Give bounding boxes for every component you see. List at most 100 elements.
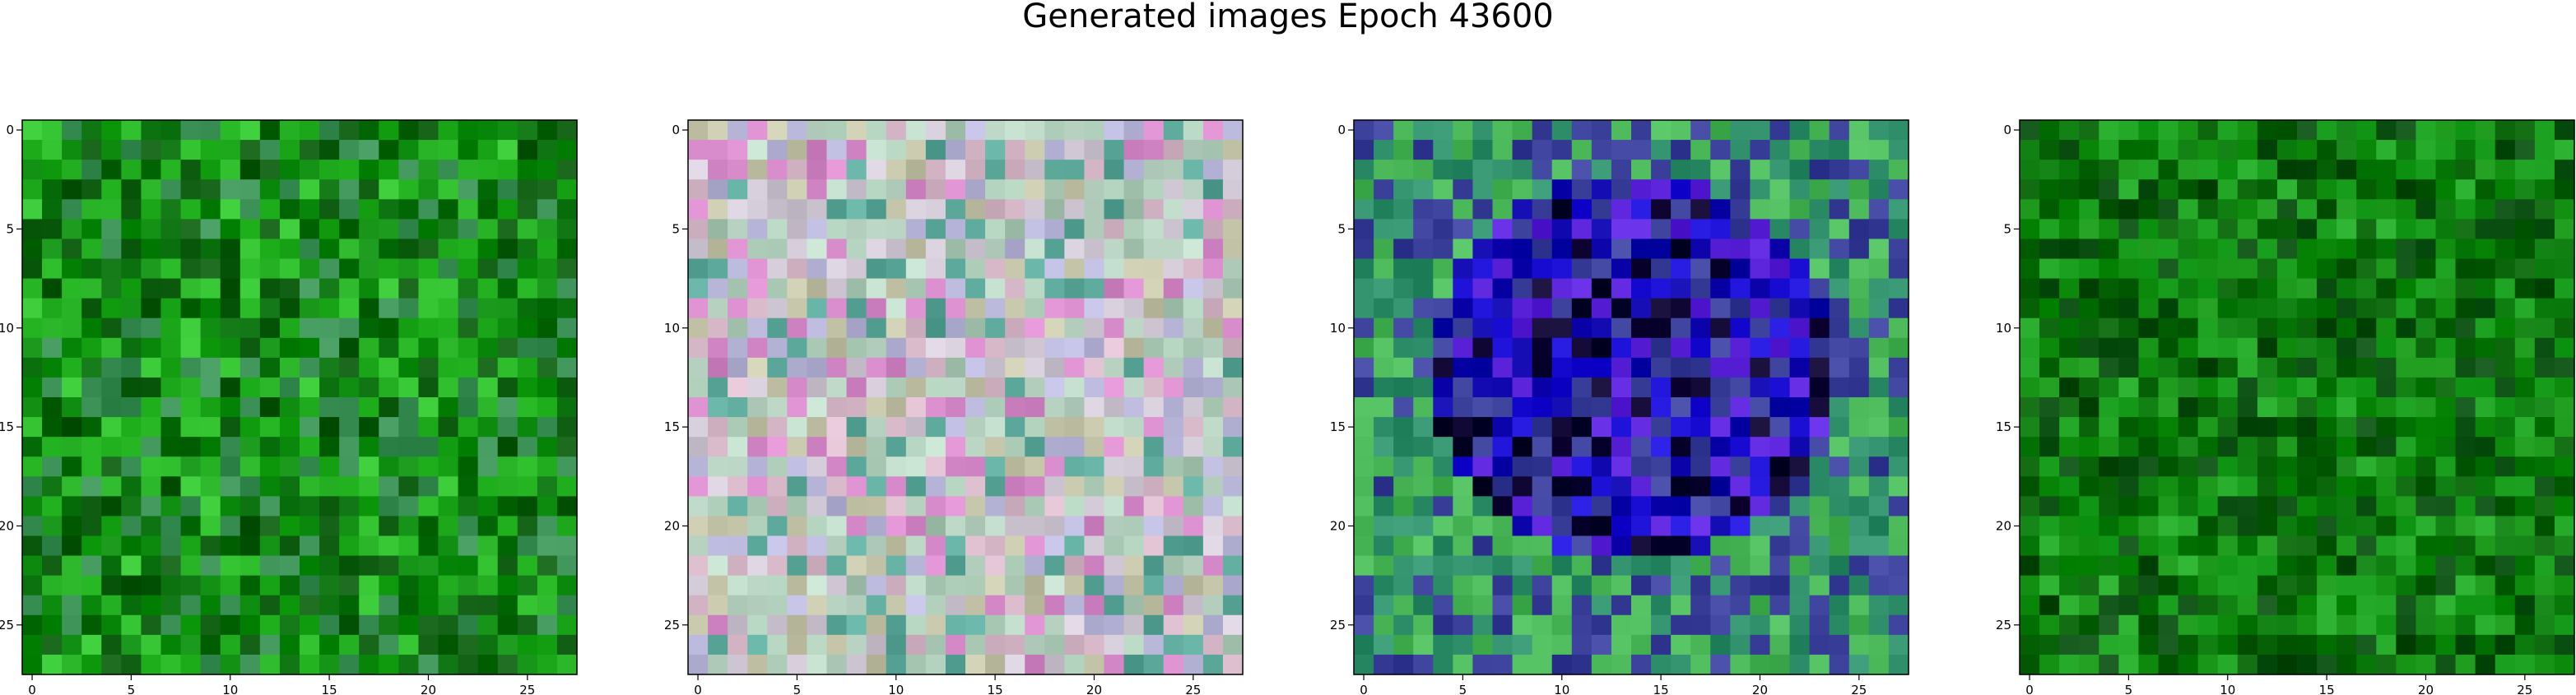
pixel	[1123, 317, 1145, 339]
pixel	[925, 516, 946, 537]
pixel	[2337, 377, 2357, 398]
pixel	[728, 219, 748, 240]
pixel	[62, 357, 82, 378]
pixel	[2079, 456, 2099, 477]
pixel	[688, 239, 709, 260]
pixel	[22, 575, 43, 596]
pixel	[2396, 634, 2417, 656]
pixel	[2237, 278, 2258, 299]
pixel	[2356, 140, 2377, 160]
pixel	[2039, 258, 2060, 280]
pixel	[458, 219, 479, 240]
pixel	[1163, 654, 1184, 675]
pixel	[1064, 219, 1086, 240]
pixel	[418, 219, 439, 240]
pixel	[1888, 614, 1909, 636]
pixel	[1202, 258, 1224, 280]
pixel	[985, 337, 1006, 359]
pixel	[1025, 239, 1045, 260]
pixel	[1611, 654, 1632, 675]
pixel	[2534, 239, 2555, 260]
pixel	[2356, 160, 2377, 180]
pixel	[1084, 258, 1105, 280]
pixel	[200, 377, 221, 398]
pixel	[22, 437, 43, 457]
pixel	[1631, 337, 1652, 359]
pixel	[141, 219, 162, 240]
pixel	[767, 160, 788, 180]
pixel	[2178, 614, 2199, 636]
pixel	[2138, 575, 2160, 596]
pixel	[2276, 555, 2298, 577]
pixel	[787, 437, 808, 457]
pixel	[259, 516, 281, 537]
pixel	[300, 337, 320, 359]
pixel	[517, 654, 538, 675]
pixel	[747, 595, 768, 616]
y-tick-label: 25	[1996, 618, 2011, 632]
pixel	[1354, 535, 1374, 557]
pixel	[945, 516, 966, 537]
pixel	[1163, 634, 1184, 656]
pixel	[220, 634, 241, 656]
pixel	[1183, 654, 1204, 675]
pixel	[2297, 278, 2318, 299]
pixel	[1104, 516, 1125, 537]
pixel	[2197, 357, 2219, 378]
pixel	[1730, 595, 1751, 616]
pixel	[985, 397, 1006, 418]
pixel	[2237, 634, 2258, 656]
pixel	[2475, 437, 2496, 457]
pixel	[1472, 456, 1494, 477]
pixel	[1710, 160, 1731, 180]
pixel	[2297, 160, 2318, 180]
pixel	[2178, 654, 2199, 675]
pixel	[537, 377, 558, 398]
pixel	[1848, 219, 1870, 240]
pixel	[1591, 337, 1612, 359]
pixel	[2237, 555, 2258, 577]
pixel	[220, 337, 241, 359]
pixel	[2197, 654, 2219, 675]
pixel	[22, 298, 43, 319]
pixel	[42, 317, 63, 339]
pixel	[1512, 437, 1533, 457]
pixel	[1472, 496, 1494, 517]
pixel	[2297, 614, 2318, 636]
pixel	[556, 614, 578, 636]
pixel	[1750, 278, 1771, 299]
pixel	[1848, 417, 1870, 438]
pixel	[1512, 377, 1533, 398]
pixel	[2534, 476, 2555, 497]
pixel	[1492, 140, 1514, 160]
pixel	[1789, 614, 1811, 636]
pixel	[497, 239, 518, 260]
pixel	[537, 120, 558, 141]
pixel	[2099, 337, 2119, 359]
pixel	[807, 397, 828, 418]
pixel	[846, 654, 867, 675]
pixel	[747, 555, 768, 577]
pixel	[688, 219, 709, 240]
pixel	[1888, 575, 1909, 596]
pixel	[1551, 258, 1573, 280]
pixel	[728, 140, 748, 160]
pixel	[965, 317, 986, 339]
pixel	[985, 239, 1006, 260]
pixel	[2455, 476, 2476, 497]
y-tick-label: 15	[1996, 419, 2011, 434]
pixel	[945, 417, 966, 438]
pixel	[2514, 654, 2536, 675]
pixel	[160, 614, 182, 636]
pixel	[2534, 437, 2555, 457]
pixel	[1354, 278, 1374, 299]
pixel	[1532, 317, 1553, 339]
pixel	[220, 179, 241, 200]
pixel	[2534, 516, 2555, 537]
pixel	[279, 397, 300, 418]
pixel	[1123, 555, 1145, 577]
pixel	[239, 437, 261, 457]
pixel	[826, 397, 848, 418]
pixel	[1551, 614, 1573, 636]
